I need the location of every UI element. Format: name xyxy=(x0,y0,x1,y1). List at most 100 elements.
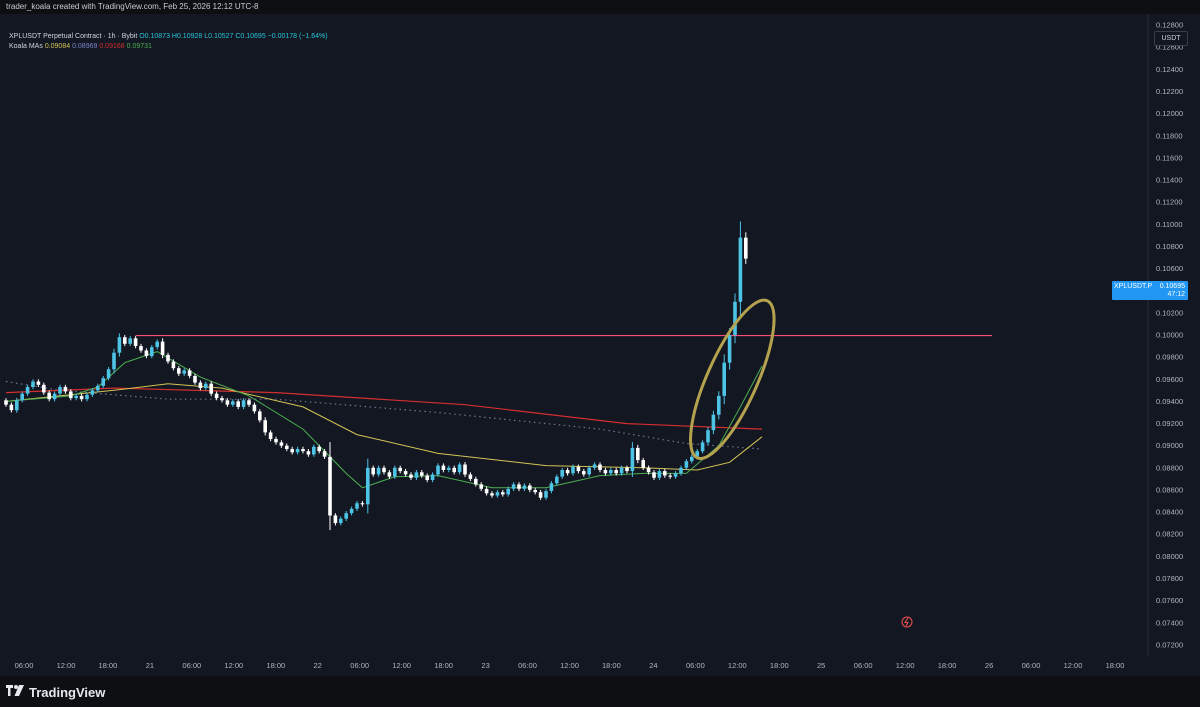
candle-body xyxy=(155,341,159,348)
candle-body xyxy=(592,464,597,468)
y-tick-label: 0.11200 xyxy=(1156,198,1183,207)
chart-area[interactable]: 0.12800 0.12600 0.12400 0.12200 0.12000 0.118… xyxy=(0,14,1200,676)
candle-body xyxy=(133,338,138,346)
candle-body xyxy=(560,470,564,477)
x-tick-label: 24 xyxy=(649,661,657,670)
candle-body xyxy=(20,393,24,401)
candle-body xyxy=(409,474,413,478)
candle-body xyxy=(490,493,494,496)
candle-body xyxy=(484,488,489,494)
candle-body xyxy=(711,414,716,431)
candle-body xyxy=(614,470,618,474)
x-tick-label: 21 xyxy=(146,661,154,670)
candle-body xyxy=(344,513,348,519)
x-tick-label: 06:00 xyxy=(854,661,873,670)
candle-body xyxy=(317,446,321,452)
candle-body xyxy=(42,384,46,393)
candle-body xyxy=(657,471,662,478)
candle-body xyxy=(565,470,570,474)
candle-body xyxy=(268,432,273,439)
candle-body xyxy=(603,470,608,474)
candle-body xyxy=(555,476,559,484)
candle-body xyxy=(333,515,338,524)
candle-body xyxy=(274,439,278,443)
ma-title: Koala MAs xyxy=(9,43,43,50)
x-tick-label: 18:00 xyxy=(770,661,789,670)
x-tick-label: 12:00 xyxy=(392,661,411,670)
candle-body xyxy=(231,401,235,405)
candle-body xyxy=(679,467,683,474)
candle-body xyxy=(79,395,84,400)
candle-body xyxy=(31,381,35,387)
chart-legend: XPLUSDT Perpetual Contract · 1h · Bybit … xyxy=(9,32,328,52)
candle-body xyxy=(738,237,743,302)
candle-body xyxy=(150,347,154,357)
y-tick-label: 0.07200 xyxy=(1156,640,1183,649)
candle-body xyxy=(744,237,748,259)
candle-body xyxy=(52,393,57,400)
candle-body xyxy=(479,484,483,489)
candle-body xyxy=(96,385,100,391)
x-tick-label: 06:00 xyxy=(182,661,201,670)
candle-body xyxy=(636,447,640,461)
candle-body xyxy=(717,395,721,415)
price-tag-countdown: 47:12 xyxy=(1167,291,1185,298)
candle-body xyxy=(641,460,645,468)
candle-body xyxy=(63,387,68,392)
y-tick-label: 0.09400 xyxy=(1156,397,1183,406)
attribution-bar: trader_koala created with TradingView.co… xyxy=(0,0,1200,14)
price-chart[interactable]: 0.12800 0.12600 0.12400 0.12200 0.12000 0.118… xyxy=(0,14,1200,676)
candle-body xyxy=(139,346,143,351)
candle-body xyxy=(495,492,500,496)
candle-body xyxy=(571,466,575,474)
candle-body xyxy=(106,369,111,379)
candle-body xyxy=(182,370,186,374)
candle-body xyxy=(609,470,613,474)
candle-body xyxy=(630,447,635,472)
candle-body xyxy=(112,352,116,370)
candle-body xyxy=(74,395,78,399)
tradingview-logo[interactable]: TradingView xyxy=(6,684,105,700)
candle-body xyxy=(101,378,105,386)
candle-body xyxy=(187,370,192,376)
candle-body xyxy=(684,461,689,468)
candle-body xyxy=(258,411,262,421)
candle-body xyxy=(252,404,257,412)
x-tick-label: 12:00 xyxy=(728,661,747,670)
candle-body xyxy=(123,337,127,344)
candle-body xyxy=(128,338,132,344)
ohlc-values: O0.10873 H0.10928 L0.10527 C0.10695 −0.0… xyxy=(139,33,328,40)
candle-body xyxy=(90,390,95,395)
ma-row: Koala MAs 0.09084 0.08969 0.09168 0.0973… xyxy=(9,42,328,52)
candle-body xyxy=(430,474,435,480)
lightning-icon xyxy=(904,617,909,627)
candle-body xyxy=(193,376,197,383)
candle-body xyxy=(349,508,354,514)
candle-body xyxy=(301,449,305,452)
candle-body xyxy=(468,474,473,479)
candle-body xyxy=(733,301,737,335)
y-tick-label: 0.10200 xyxy=(1156,308,1183,317)
y-tick-label: 0.09800 xyxy=(1156,353,1183,362)
candle-body xyxy=(312,446,316,455)
ma-value-3: 0.09168 xyxy=(99,43,125,50)
candle-body xyxy=(366,467,370,505)
candle-body xyxy=(58,387,62,394)
candle-body xyxy=(9,404,14,411)
y-tick-label: 0.11800 xyxy=(1156,131,1183,140)
y-tick-label: 0.09200 xyxy=(1156,419,1183,428)
tradingview-logo-text: TradingView xyxy=(29,684,106,700)
y-tick-label: 0.12400 xyxy=(1156,65,1183,74)
candle-body xyxy=(598,464,602,470)
candle-body xyxy=(700,442,705,452)
y-tick-label: 0.08600 xyxy=(1156,486,1183,495)
candle-body xyxy=(663,471,667,476)
candle-body xyxy=(457,464,462,473)
currency-selector[interactable]: USDT xyxy=(1154,31,1188,46)
y-tick-label: 0.07400 xyxy=(1156,618,1183,627)
candle-body xyxy=(198,382,203,389)
candle-body xyxy=(160,341,165,355)
ma-red-line xyxy=(5,387,763,430)
candle-body xyxy=(425,475,429,480)
candle-body xyxy=(673,473,678,477)
